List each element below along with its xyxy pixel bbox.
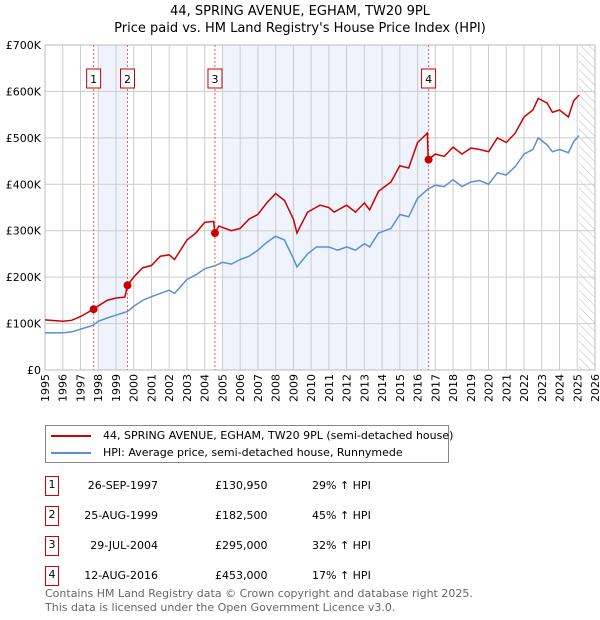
- sale-point: [424, 155, 433, 164]
- x-tick-label: 2016: [412, 374, 425, 402]
- sale-marker-box: [120, 68, 135, 89]
- x-tick-label: 2017: [429, 374, 442, 402]
- shaded-band: [98, 45, 128, 370]
- sale-number: 3: [45, 536, 59, 556]
- sale-date: 12-AUG-2016: [84, 569, 158, 582]
- sale-number: 2: [45, 506, 59, 526]
- legend: 44, SPRING AVENUE, EGHAM, TW20 9PL (semi…: [45, 425, 453, 463]
- y-tick-label: £700K: [6, 39, 42, 52]
- x-tick-label: 2002: [163, 374, 176, 402]
- y-tick-label: £600K: [6, 85, 42, 98]
- x-tick-label: 2022: [518, 374, 531, 402]
- legend-label: 44, SPRING AVENUE, EGHAM, TW20 9PL (semi…: [103, 429, 454, 442]
- x-tick-label: 2020: [483, 374, 496, 402]
- legend-item-property: 44, SPRING AVENUE, EGHAM, TW20 9PL (semi…: [46, 427, 453, 444]
- sale-marker-number: 3: [211, 73, 218, 86]
- x-tick-label: 2018: [447, 374, 460, 402]
- x-tick-label: 1999: [110, 374, 123, 402]
- x-tick-label: 2001: [145, 374, 158, 402]
- sale-point: [123, 281, 132, 290]
- sale-point: [210, 229, 219, 238]
- sale-row: 3 29-JUL-2004 £295,000 32% ↑ HPI: [45, 536, 465, 556]
- x-tick-label: 2024: [554, 374, 567, 402]
- x-tick-label: 1997: [74, 374, 87, 402]
- x-tick-label: 2007: [252, 374, 265, 402]
- y-tick-label: £500K: [6, 132, 42, 145]
- y-tick-label: £300K: [6, 225, 42, 238]
- shaded-band: [222, 45, 429, 370]
- x-tick-label: 2026: [589, 374, 600, 402]
- x-tick-label: 2006: [234, 374, 247, 402]
- sale-price: £182,500: [215, 509, 268, 522]
- sale-number: 1: [45, 476, 59, 496]
- x-tick-label: 2014: [376, 374, 389, 402]
- blue-line-swatch: [51, 451, 91, 454]
- sale-marker-number: 1: [90, 73, 97, 86]
- footer-copyright: Contains HM Land Registry data © Crown c…: [45, 587, 473, 600]
- sale-marker-box: [86, 68, 102, 89]
- sale-hpi-diff: 17% ↑ HPI: [312, 569, 371, 582]
- sale-row: 4 12-AUG-2016 £453,000 17% ↑ HPI: [45, 566, 465, 586]
- sale-marker-box: [207, 68, 223, 89]
- red-line-swatch: [51, 434, 91, 437]
- price-chart: 1995 1996 1997 1998 1999 2000 2001 2002 2003 2004…: [6, 39, 600, 402]
- x-tick-label: 2019: [465, 374, 478, 402]
- sale-date: 25-AUG-1999: [84, 509, 158, 522]
- sale-price: £295,000: [215, 539, 268, 552]
- sale-point: [89, 305, 98, 314]
- sale-date: 29-JUL-2004: [90, 539, 158, 552]
- y-tick-label: £400K: [6, 178, 42, 191]
- x-tick-label: 2015: [394, 374, 407, 402]
- x-tick-label: 1998: [92, 374, 105, 402]
- legend-label: HPI: Average price, semi-detached house,…: [103, 446, 403, 459]
- sale-price: £130,950: [215, 479, 268, 492]
- x-tick-label: 2005: [216, 374, 229, 402]
- sale-hpi-diff: 45% ↑ HPI: [312, 509, 371, 522]
- series-line: [45, 135, 580, 334]
- x-tick-label: 1996: [57, 374, 70, 402]
- y-tick-label: £0: [27, 364, 41, 377]
- x-tick-label: 1995: [39, 374, 52, 402]
- x-tick-label: 2011: [323, 374, 336, 402]
- chart-subtitle: Price paid vs. HM Land Registry's House …: [114, 21, 486, 36]
- x-tick-label: 2000: [128, 374, 141, 402]
- legend-item-hpi: HPI: Average price, semi-detached house,…: [46, 444, 403, 461]
- plot-border: [44, 44, 596, 371]
- y-tick-label: £200K: [6, 271, 42, 284]
- sale-row: 1 26-SEP-1997 £130,950 29% ↑ HPI: [45, 476, 465, 496]
- sale-number: 4: [45, 566, 59, 586]
- x-tick-label: 2012: [341, 374, 354, 402]
- sale-price: £453,000: [215, 569, 268, 582]
- x-tick-label: 2009: [287, 374, 300, 402]
- sale-marker-box: [421, 68, 437, 89]
- forecast-hatch: [579, 45, 595, 370]
- chart-title: 44, SPRING AVENUE, EGHAM, TW20 9PL: [170, 4, 430, 19]
- sale-date: 26-SEP-1997: [87, 479, 158, 492]
- x-tick-label: 2008: [270, 374, 283, 402]
- sale-hpi-diff: 29% ↑ HPI: [312, 479, 371, 492]
- x-tick-label: 2010: [305, 374, 318, 402]
- x-tick-label: 2021: [500, 374, 513, 402]
- x-tick-label: 2025: [571, 374, 584, 402]
- sale-hpi-diff: 32% ↑ HPI: [312, 539, 371, 552]
- footer-licence: This data is licensed under the Open Gov…: [45, 601, 396, 614]
- x-tick-label: 2003: [181, 374, 194, 402]
- y-tick-label: £100K: [6, 318, 42, 331]
- series-line: [44, 94, 580, 323]
- x-tick-label: 2023: [536, 374, 549, 402]
- sale-marker-number: 2: [124, 73, 131, 86]
- x-tick-label: 2013: [358, 374, 371, 402]
- sale-row: 2 25-AUG-1999 £182,500 45% ↑ HPI: [45, 506, 465, 526]
- sale-marker-number: 4: [425, 73, 432, 86]
- x-tick-label: 2004: [199, 374, 212, 402]
